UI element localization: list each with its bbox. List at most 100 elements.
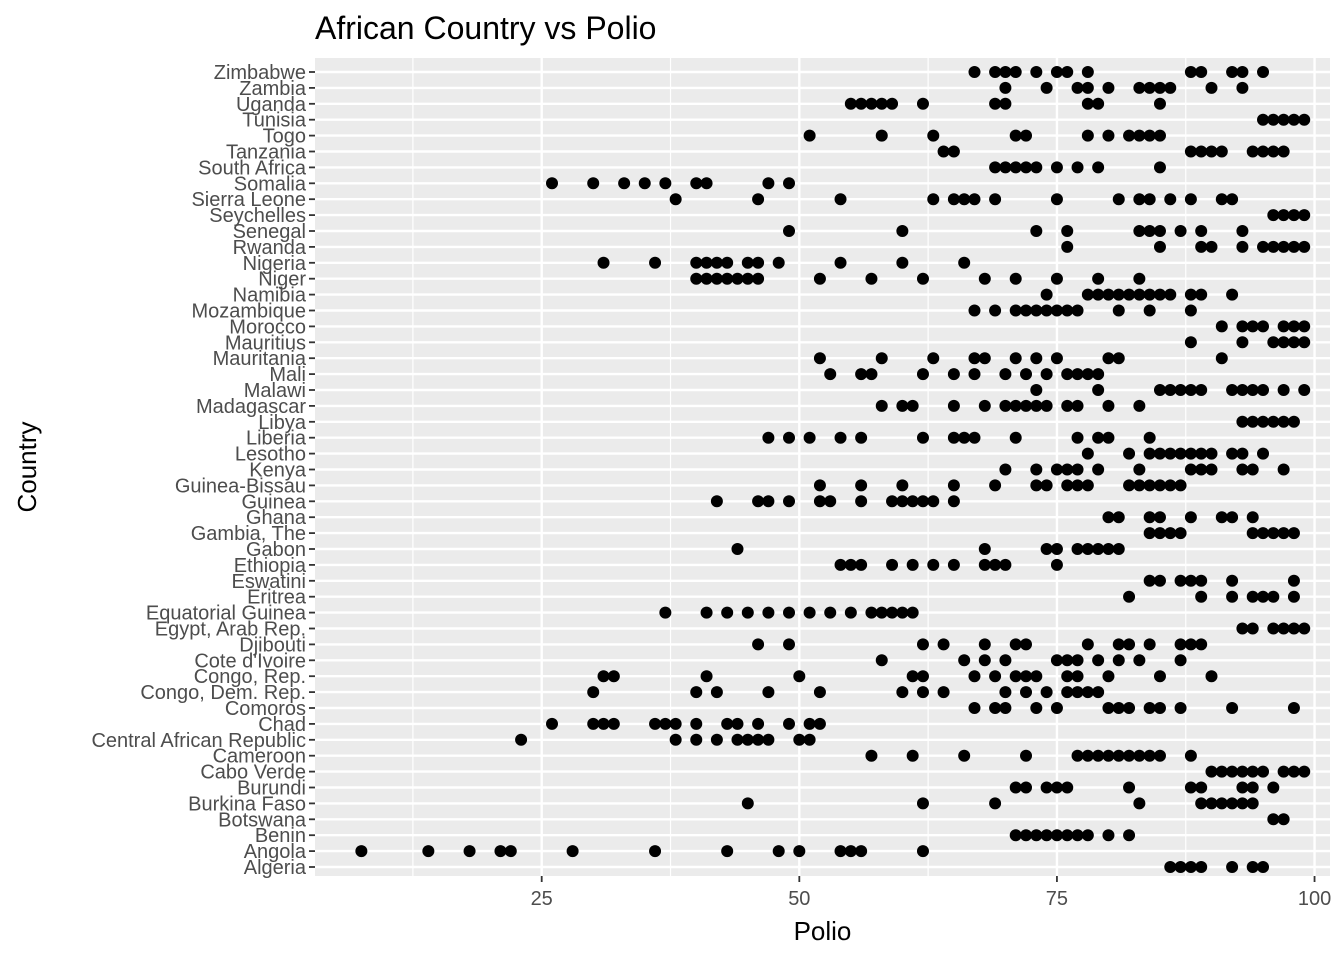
y-tick-label: Cote d'Ivoire	[194, 650, 306, 672]
y-tick-label: Equatorial Guinea	[146, 603, 307, 625]
data-point	[1123, 590, 1136, 603]
y-tick-label: Mauritania	[213, 348, 307, 370]
y-tick-label: Niger	[258, 269, 306, 291]
data-point	[1215, 511, 1228, 524]
data-point	[1040, 479, 1053, 492]
data-point	[1257, 320, 1270, 333]
data-point	[855, 368, 868, 381]
data-point	[1153, 129, 1166, 142]
data-point	[1236, 66, 1249, 78]
data-point	[1081, 479, 1094, 492]
data-point	[1081, 368, 1094, 381]
data-point	[1257, 447, 1270, 460]
data-point	[989, 304, 1002, 317]
data-point	[618, 177, 631, 190]
data-point	[1164, 193, 1177, 206]
data-point	[762, 177, 775, 190]
data-point	[1195, 861, 1208, 873]
data-point	[1133, 463, 1146, 476]
data-point	[1277, 145, 1290, 158]
data-point	[1226, 384, 1239, 396]
data-point	[494, 845, 507, 858]
data-point	[947, 145, 960, 158]
data-point	[1184, 336, 1197, 349]
data-point	[1153, 749, 1166, 762]
data-point	[1040, 543, 1053, 555]
data-point	[1123, 638, 1136, 651]
data-point	[793, 670, 806, 683]
data-point	[1102, 511, 1115, 524]
data-point	[1133, 225, 1146, 237]
data-point	[1153, 527, 1166, 540]
data-point	[1061, 304, 1074, 317]
y-tick-label: Morocco	[229, 316, 306, 338]
data-point	[813, 686, 826, 699]
data-point	[1020, 161, 1033, 174]
data-point	[906, 495, 919, 508]
data-point	[1287, 320, 1300, 333]
data-point	[1298, 336, 1311, 349]
data-point	[1143, 225, 1156, 237]
data-point	[1246, 765, 1259, 778]
data-point	[1071, 654, 1084, 667]
data-point	[1133, 288, 1146, 301]
y-tick-label: Burundi	[237, 778, 306, 800]
data-point	[1174, 574, 1187, 587]
data-point	[1112, 511, 1125, 524]
data-point	[638, 177, 651, 190]
data-point	[1287, 113, 1300, 126]
data-point	[989, 66, 1002, 78]
y-tick-label: Namibia	[233, 285, 307, 307]
data-point	[865, 272, 878, 285]
x-axis-title: Polio	[794, 916, 852, 946]
data-point	[1195, 574, 1208, 587]
data-point	[1061, 686, 1074, 699]
data-point	[978, 638, 991, 651]
data-point	[824, 495, 837, 508]
data-point	[1133, 479, 1146, 492]
y-tick-label: Botswana	[218, 809, 307, 831]
data-point	[1020, 686, 1033, 699]
x-tick-label: 50	[788, 888, 810, 910]
data-point	[834, 193, 847, 206]
data-point	[1246, 797, 1259, 810]
data-point	[1061, 479, 1074, 492]
data-point	[1184, 781, 1197, 794]
data-point	[1257, 765, 1270, 778]
data-point	[710, 256, 723, 269]
data-point	[1267, 145, 1280, 158]
data-point	[916, 670, 929, 683]
data-point	[1020, 781, 1033, 794]
data-point	[999, 654, 1012, 667]
data-point	[1195, 66, 1208, 78]
data-point	[1153, 447, 1166, 460]
data-point	[1226, 765, 1239, 778]
data-point	[762, 431, 775, 444]
data-point	[927, 193, 940, 206]
data-point	[1071, 399, 1084, 412]
data-point	[958, 256, 971, 269]
data-point	[947, 558, 960, 571]
data-point	[855, 97, 868, 110]
data-point	[803, 717, 816, 730]
data-point	[865, 749, 878, 762]
y-tick-label: Comoros	[225, 698, 306, 720]
data-point	[927, 558, 940, 571]
data-point	[1184, 861, 1197, 873]
data-point	[947, 495, 960, 508]
data-point	[1287, 574, 1300, 587]
data-point	[916, 97, 929, 110]
data-point	[1184, 447, 1197, 460]
data-point	[1143, 479, 1156, 492]
data-point	[844, 606, 857, 619]
data-point	[1226, 574, 1239, 587]
data-point	[690, 686, 703, 699]
data-point	[1102, 129, 1115, 142]
data-point	[927, 495, 940, 508]
data-point	[1277, 415, 1290, 428]
data-point	[803, 431, 816, 444]
y-tick-label: Togo	[263, 126, 306, 148]
data-point	[1287, 622, 1300, 635]
data-point	[1081, 81, 1094, 94]
data-point	[1009, 829, 1022, 842]
